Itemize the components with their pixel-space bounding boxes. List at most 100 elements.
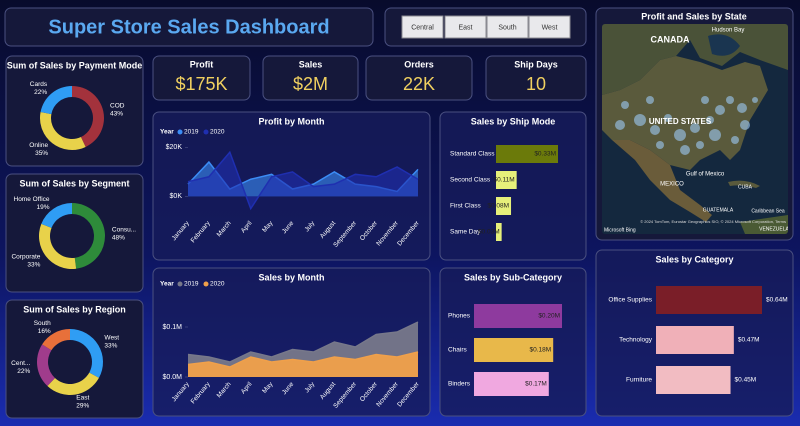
donut-slice	[38, 223, 77, 269]
slice-value: 22%	[17, 368, 30, 375]
kpi-card	[152, 55, 251, 101]
map-label: VENEZUELA	[759, 226, 789, 232]
slice-value: 29%	[76, 402, 89, 409]
bar-value-label: $0.03M	[478, 229, 500, 236]
slice-category: Cards	[30, 81, 48, 88]
map-label: GUATEMALA	[703, 207, 734, 213]
title-panel	[4, 7, 374, 47]
slice-category: Corporate	[11, 253, 40, 260]
slicer-button-box[interactable]	[401, 15, 444, 39]
slicer-button-label[interactable]: West	[542, 24, 558, 31]
donut-slice	[42, 329, 70, 351]
slice-label: South 16%	[34, 320, 51, 335]
bar-category-label: Same Day	[450, 229, 481, 236]
bar	[474, 338, 554, 362]
donut-slice	[72, 203, 105, 269]
map-label: Gulf of Mexico	[686, 172, 725, 178]
slicer-button[interactable]: South	[486, 15, 529, 39]
slicer-button[interactable]: East	[444, 15, 487, 39]
bar	[496, 223, 502, 241]
map-bubble	[740, 120, 750, 130]
bar-category-label: Standard Class	[450, 151, 495, 158]
chart-title: Profit by Month	[259, 116, 325, 126]
bar	[474, 372, 549, 396]
slice-label: Cent... 22%	[11, 360, 30, 375]
map-bubble	[680, 145, 690, 155]
bar-value-label: $0.18M	[530, 347, 552, 354]
map-title: Profit and Sales by State	[641, 11, 747, 21]
slice-value: 35%	[35, 150, 48, 157]
bar	[496, 197, 512, 215]
map-bubble	[674, 129, 686, 141]
slice-label: Online 35%	[29, 142, 48, 157]
bar	[656, 286, 762, 314]
slice-value: 43%	[110, 110, 123, 117]
legend-title: Year	[160, 129, 174, 136]
slicer-button-label[interactable]: East	[458, 24, 472, 31]
slice-category: Home Office	[14, 196, 50, 203]
chart-title: Sales by Month	[258, 272, 324, 282]
donut-slice	[70, 329, 103, 378]
slice-category: Consu...	[112, 226, 136, 233]
legend-swatch	[177, 281, 183, 287]
map-bubble	[690, 123, 700, 133]
kpi-card	[262, 55, 359, 101]
chart-title: Sum of Sales by Segment	[19, 178, 129, 188]
map-label: Hudson Bay	[712, 28, 745, 34]
chart-panel	[5, 299, 144, 419]
slicer-button-label[interactable]: South	[498, 24, 516, 31]
slice-value: 48%	[112, 234, 125, 241]
chart-panel	[5, 173, 144, 293]
donut-slice	[40, 86, 72, 115]
bar	[496, 171, 517, 189]
area-fill	[188, 352, 418, 377]
legend-swatch	[203, 129, 209, 135]
slicer-button[interactable]: West	[528, 15, 571, 39]
donut-slice	[37, 344, 55, 387]
map-land	[612, 140, 712, 222]
y-tick-label: $0K	[170, 193, 183, 200]
map-bubble	[634, 114, 646, 126]
bar-category-label: Second Class	[450, 177, 491, 184]
bar-value-label: $0.47M	[738, 337, 760, 344]
slice-label: Corporate 33%	[11, 253, 40, 268]
map-water	[708, 34, 740, 56]
bar-category-label: Furniture	[626, 377, 652, 384]
bar-value-label: $0.11M	[493, 177, 514, 184]
map-bubble	[621, 101, 629, 109]
bar-value-label: $0.20M	[538, 313, 560, 320]
slice-category: Cent...	[11, 360, 30, 367]
map-land	[740, 215, 788, 234]
legend-label: 2019	[184, 281, 199, 288]
slicer-button[interactable]: Central	[401, 15, 444, 39]
slice-label: West 33%	[104, 334, 119, 349]
bar-value-label: $0.33M	[534, 151, 556, 158]
slice-value: 33%	[27, 261, 40, 268]
kpi-card	[365, 55, 473, 101]
slicer-button-box[interactable]	[444, 15, 487, 39]
bar-category-label: Technology	[619, 337, 653, 344]
bar	[656, 326, 734, 354]
y-tick-label: $0.1M	[163, 324, 183, 331]
slicer-button-label[interactable]: Central	[411, 24, 434, 31]
slice-category: East	[76, 394, 89, 401]
slice-label: East 29%	[76, 394, 89, 409]
legend-label: 2020	[210, 281, 225, 288]
map-bubble	[731, 136, 739, 144]
bar-value-label: $0.08M	[487, 203, 509, 210]
chart-panel	[5, 55, 144, 167]
map-label: CUBA	[738, 184, 753, 190]
map-bubble	[726, 96, 734, 104]
slice-value: 16%	[38, 328, 51, 335]
map-bubble	[715, 105, 725, 115]
slice-label: Cards 22%	[30, 81, 48, 96]
series-line	[187, 321, 419, 363]
legend-label: 2019	[184, 129, 199, 136]
map-land	[602, 56, 768, 170]
bar-value-label: $0.45M	[735, 377, 757, 384]
kpi-value: 22K	[403, 74, 435, 94]
kpi-value: $175K	[175, 74, 227, 94]
slicer-button-box[interactable]	[528, 15, 571, 39]
slicer-button-box[interactable]	[486, 15, 529, 39]
kpi-value: $2M	[293, 74, 328, 94]
